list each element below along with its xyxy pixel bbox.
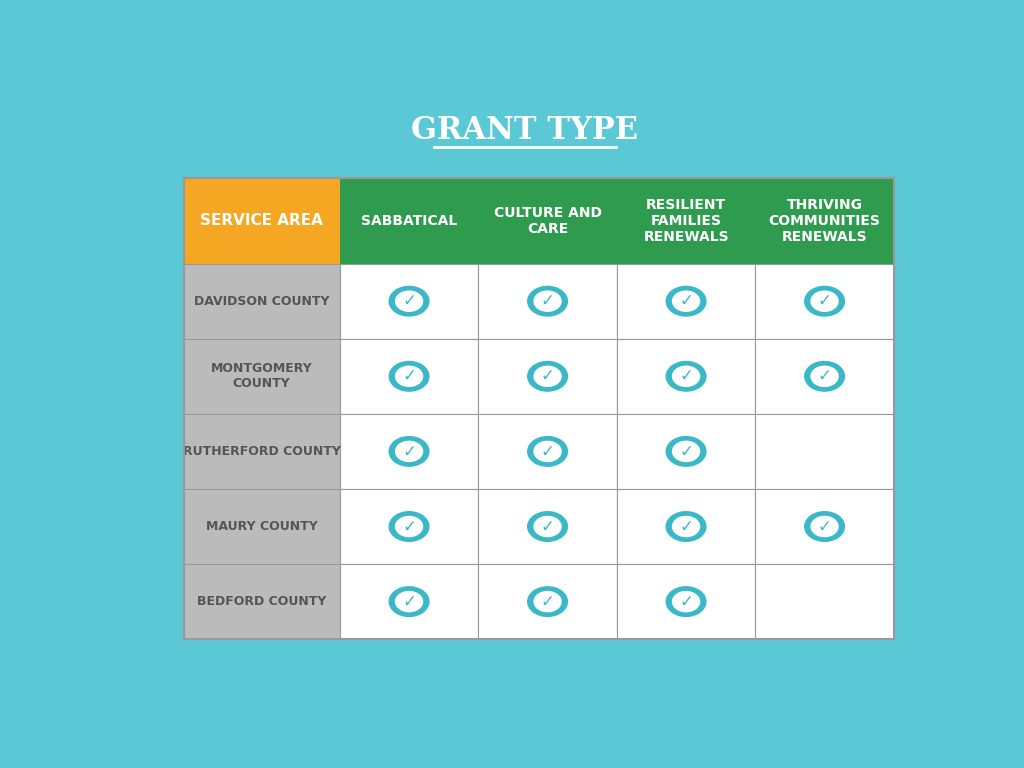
FancyBboxPatch shape	[756, 414, 894, 489]
Circle shape	[805, 286, 845, 316]
Circle shape	[395, 366, 423, 386]
Text: ✓: ✓	[679, 442, 693, 460]
Text: ✓: ✓	[817, 292, 831, 310]
Text: RUTHERFORD COUNTY: RUTHERFORD COUNTY	[182, 445, 341, 458]
FancyBboxPatch shape	[183, 564, 340, 639]
Circle shape	[673, 366, 699, 386]
Circle shape	[395, 442, 423, 462]
Text: ✓: ✓	[402, 518, 416, 535]
FancyBboxPatch shape	[340, 414, 478, 489]
FancyBboxPatch shape	[616, 489, 756, 564]
FancyBboxPatch shape	[183, 489, 340, 564]
FancyBboxPatch shape	[183, 263, 340, 339]
Text: ✓: ✓	[402, 442, 416, 460]
Text: CULTURE AND
CARE: CULTURE AND CARE	[494, 206, 601, 236]
FancyBboxPatch shape	[756, 564, 894, 639]
FancyBboxPatch shape	[183, 414, 340, 489]
Text: MAURY COUNTY: MAURY COUNTY	[206, 520, 317, 533]
FancyBboxPatch shape	[616, 339, 756, 414]
Text: ✓: ✓	[679, 367, 693, 386]
FancyBboxPatch shape	[183, 339, 340, 414]
Circle shape	[527, 587, 567, 617]
Circle shape	[389, 587, 429, 617]
Circle shape	[673, 442, 699, 462]
Text: SERVICE AREA: SERVICE AREA	[201, 214, 324, 228]
Text: MONTGOMERY
COUNTY: MONTGOMERY COUNTY	[211, 362, 312, 390]
Circle shape	[527, 286, 567, 316]
Circle shape	[535, 291, 561, 311]
Circle shape	[535, 442, 561, 462]
Circle shape	[811, 366, 838, 386]
Circle shape	[667, 362, 706, 391]
FancyBboxPatch shape	[478, 263, 616, 339]
Circle shape	[667, 511, 706, 541]
FancyBboxPatch shape	[756, 339, 894, 414]
FancyBboxPatch shape	[340, 263, 478, 339]
Text: ✓: ✓	[679, 593, 693, 611]
Circle shape	[805, 362, 845, 391]
Text: ✓: ✓	[541, 367, 555, 386]
FancyBboxPatch shape	[478, 339, 616, 414]
FancyBboxPatch shape	[478, 414, 616, 489]
Circle shape	[527, 362, 567, 391]
Circle shape	[527, 437, 567, 466]
FancyBboxPatch shape	[478, 564, 616, 639]
Circle shape	[395, 291, 423, 311]
FancyBboxPatch shape	[340, 489, 478, 564]
Circle shape	[389, 362, 429, 391]
Text: RESILIENT
FAMILIES
RENEWALS: RESILIENT FAMILIES RENEWALS	[643, 197, 729, 244]
Circle shape	[673, 516, 699, 537]
Text: DAVIDSON COUNTY: DAVIDSON COUNTY	[194, 295, 330, 308]
Circle shape	[389, 437, 429, 466]
Circle shape	[667, 286, 706, 316]
Circle shape	[811, 516, 838, 537]
Circle shape	[527, 511, 567, 541]
Text: GRANT TYPE: GRANT TYPE	[412, 115, 638, 146]
Text: ✓: ✓	[817, 518, 831, 535]
Text: ✓: ✓	[541, 442, 555, 460]
Text: SABBATICAL: SABBATICAL	[360, 214, 457, 228]
Text: ✓: ✓	[679, 518, 693, 535]
Circle shape	[535, 366, 561, 386]
Circle shape	[667, 587, 706, 617]
Text: BEDFORD COUNTY: BEDFORD COUNTY	[197, 595, 327, 608]
Text: ✓: ✓	[402, 593, 416, 611]
Text: ✓: ✓	[402, 367, 416, 386]
Circle shape	[395, 516, 423, 537]
Circle shape	[805, 511, 845, 541]
Text: ✓: ✓	[679, 292, 693, 310]
Text: ✓: ✓	[541, 593, 555, 611]
Text: ✓: ✓	[541, 518, 555, 535]
Circle shape	[395, 591, 423, 611]
Circle shape	[535, 591, 561, 611]
FancyBboxPatch shape	[183, 178, 340, 263]
Circle shape	[389, 286, 429, 316]
FancyBboxPatch shape	[478, 489, 616, 564]
FancyBboxPatch shape	[340, 339, 478, 414]
Circle shape	[667, 437, 706, 466]
Text: ✓: ✓	[402, 292, 416, 310]
FancyBboxPatch shape	[756, 263, 894, 339]
Circle shape	[535, 516, 561, 537]
Circle shape	[673, 591, 699, 611]
FancyBboxPatch shape	[340, 564, 478, 639]
FancyBboxPatch shape	[756, 489, 894, 564]
Circle shape	[811, 291, 838, 311]
FancyBboxPatch shape	[616, 263, 756, 339]
Text: ✓: ✓	[817, 367, 831, 386]
Text: ✓: ✓	[541, 292, 555, 310]
FancyBboxPatch shape	[616, 414, 756, 489]
Circle shape	[673, 291, 699, 311]
Circle shape	[389, 511, 429, 541]
Text: THRIVING
COMMUNITIES
RENEWALS: THRIVING COMMUNITIES RENEWALS	[769, 197, 881, 244]
FancyBboxPatch shape	[340, 178, 894, 263]
FancyBboxPatch shape	[616, 564, 756, 639]
